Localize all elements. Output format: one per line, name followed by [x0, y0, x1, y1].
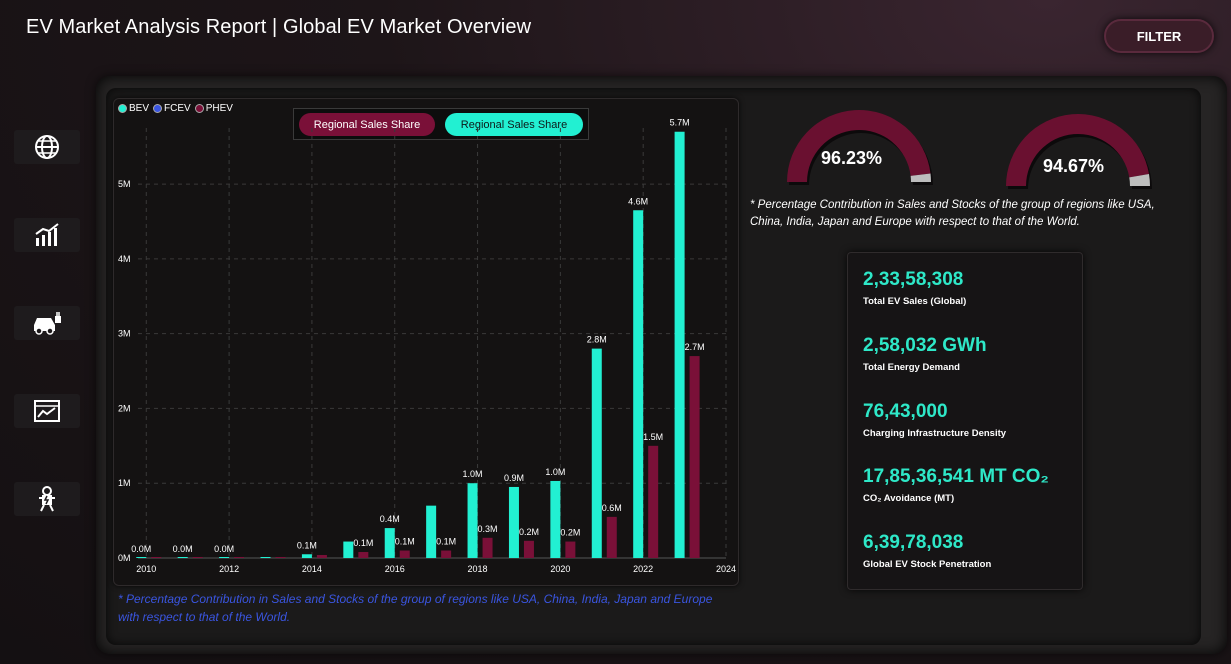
- legend-bev-label: BEV: [129, 103, 150, 114]
- gauge-fill: [787, 110, 931, 182]
- ev-car-charging-icon: [34, 312, 61, 335]
- legend-phev-label: PHEV: [205, 103, 233, 114]
- page-title: EV Market Analysis Report | Global EV Ma…: [26, 16, 532, 38]
- kpi-value: 2,58,032 GWh: [863, 335, 987, 356]
- gauge-fill: [1006, 114, 1149, 186]
- gauge-sales-share: [787, 110, 933, 185]
- legend-bev-swatch: [118, 104, 127, 113]
- kpi-total-ev-sales: 2,33,58,308 Total EV Sales (Global): [863, 269, 966, 307]
- gauge-stock-share-value: 94.67%: [1043, 156, 1105, 176]
- kpi-value: 6,39,78,038: [863, 532, 964, 553]
- kpi-label: Total Energy Demand: [863, 362, 960, 373]
- kpi-value: 2,33,58,308: [863, 269, 964, 290]
- legend-phev-swatch: [194, 104, 204, 113]
- gauge-sales-share-value: 96.23%: [821, 148, 883, 168]
- legend-fcev-label: FCEV: [164, 103, 191, 114]
- kpi-value: 17,85,36,541 MT CO₂: [863, 466, 1049, 487]
- kpi-energy-demand: 2,58,032 GWh Total Energy Demand: [863, 335, 987, 373]
- regional-sales-share-phev-button[interactable]: Regional Sales Share: [299, 113, 435, 136]
- chart-footnote: * Percentage Contribution in Sales and S…: [118, 592, 713, 624]
- charging-station-icon: [39, 486, 55, 512]
- legend-fcev-swatch: [153, 104, 163, 113]
- nav-analytics[interactable]: [14, 218, 80, 252]
- legend-bev[interactable]: BEV: [118, 103, 149, 114]
- kpi-co2-avoidance: 17,85,36,541 MT CO₂ CO₂ Avoidance (MT): [863, 466, 1049, 504]
- gauge-footnote: * Percentage Contribution in Sales and S…: [750, 199, 1155, 228]
- legend-fcev[interactable]: FCEV: [153, 103, 191, 114]
- nav-charging[interactable]: [14, 482, 80, 516]
- gauge-remainder: [910, 173, 931, 182]
- gauge-stock-share: [1006, 114, 1152, 189]
- nav-ev[interactable]: [14, 306, 80, 340]
- nav-globe[interactable]: [14, 130, 80, 164]
- globe-icon: [35, 135, 59, 159]
- kpi-card: [847, 252, 1083, 590]
- kpi-label: Global EV Stock Penetration: [863, 559, 992, 570]
- filter-button[interactable]: FILTER: [1104, 19, 1214, 53]
- ev-sales-chart-card: [113, 98, 739, 586]
- kpi-stock-penetration: 6,39,78,038 Global EV Stock Penetration: [863, 532, 991, 570]
- regional-sales-share-bev-button[interactable]: Regional Sales Share: [445, 113, 583, 136]
- kpi-label: Charging Infrastructure Density: [863, 428, 1007, 439]
- kpi-charging-density: 76,43,000 Charging Infrastructure Densit…: [863, 401, 1006, 439]
- sales-share-toggle: Regional Sales Share Regional Sales Shar…: [293, 108, 589, 140]
- kpi-label: CO₂ Avoidance (MT): [863, 493, 955, 504]
- gauge-remainder: [1129, 174, 1150, 186]
- bar-chart-icon: [35, 223, 59, 246]
- nav-trends[interactable]: [14, 394, 80, 428]
- chart-legend: BEV FCEV PHEV: [118, 103, 233, 114]
- legend-phev[interactable]: PHEV: [194, 103, 233, 114]
- line-chart-icon: [34, 400, 60, 422]
- kpi-label: Total EV Sales (Global): [863, 296, 967, 307]
- kpi-value: 76,43,000: [863, 401, 948, 422]
